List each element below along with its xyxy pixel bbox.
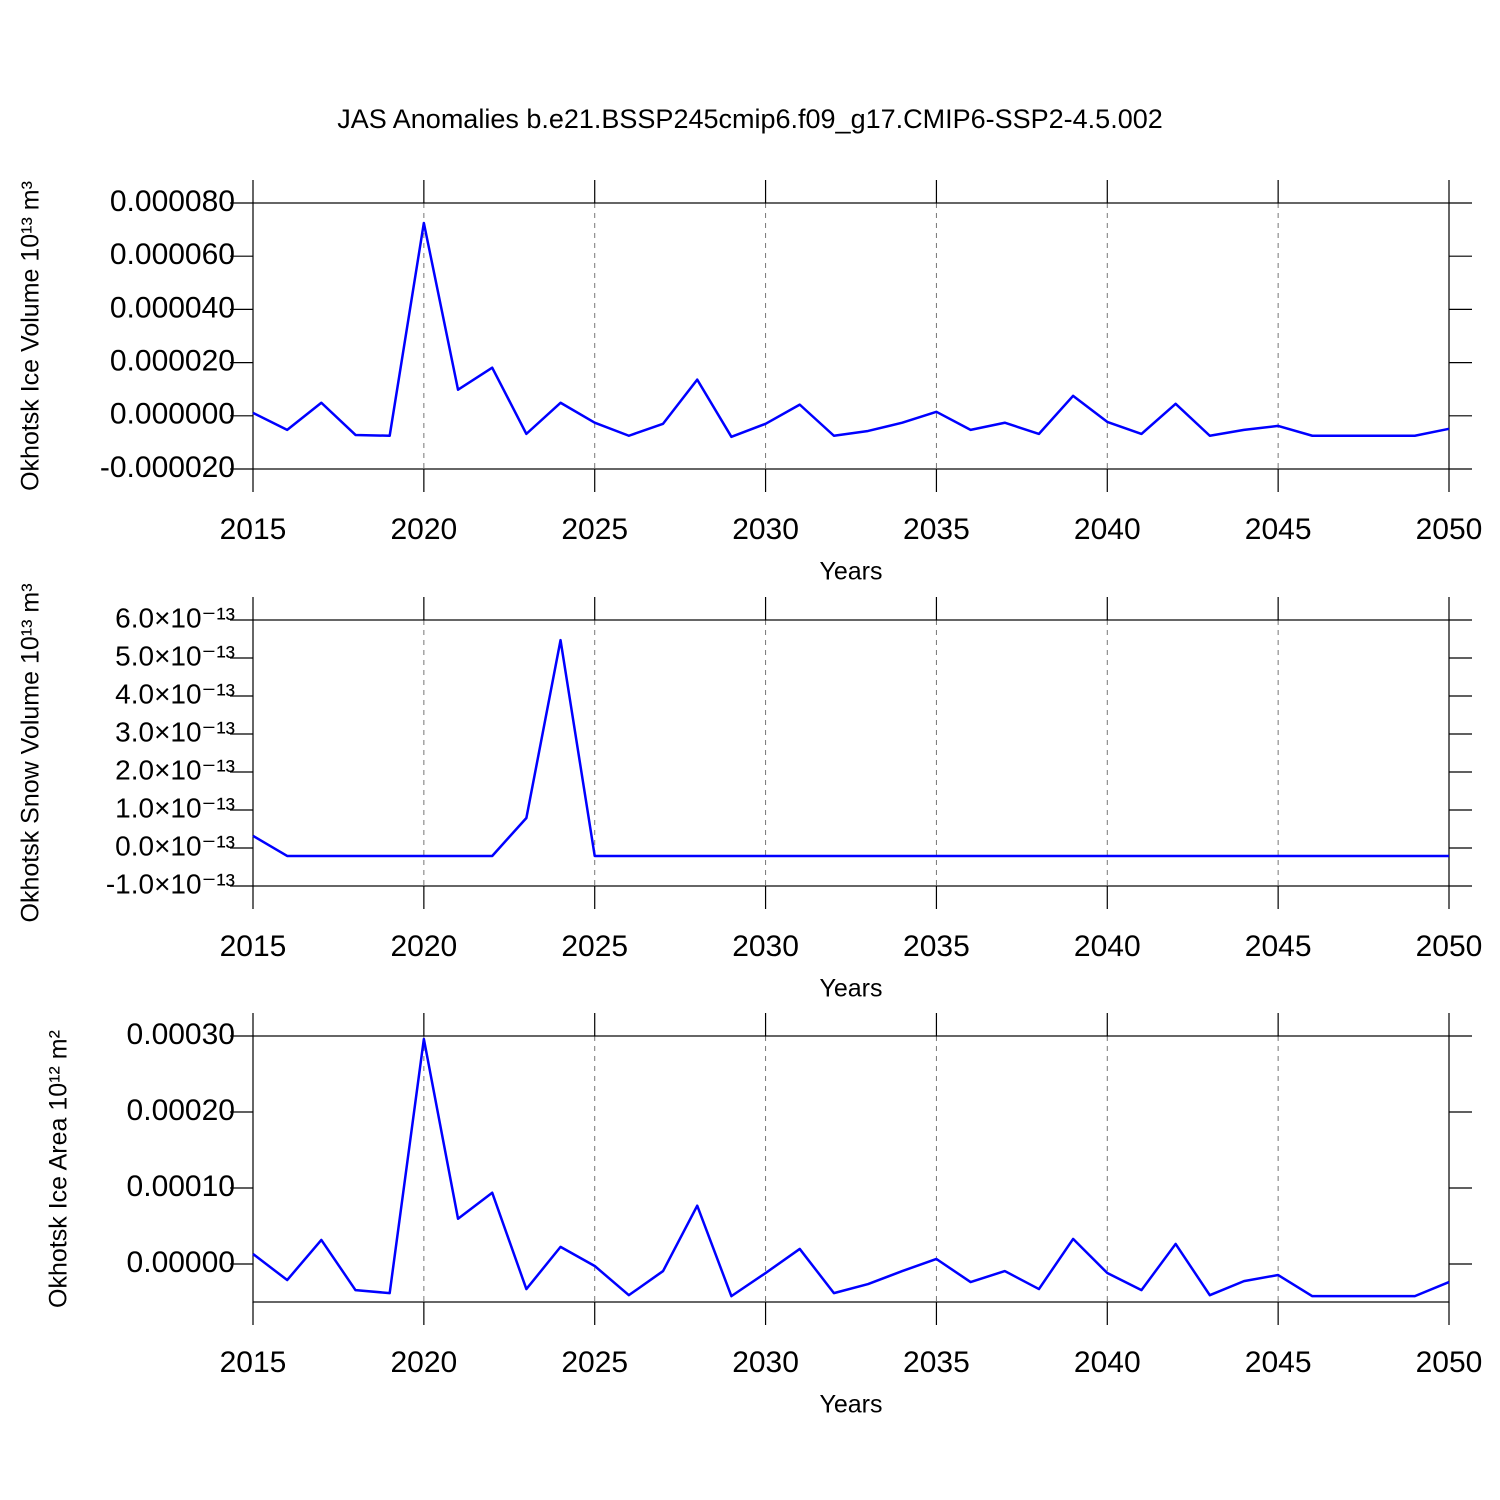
x-tick-label: 2035 [903, 1346, 970, 1379]
data-line [252, 1037, 1450, 1298]
x-tick-label: 2025 [561, 930, 628, 963]
y-tick-label: 3.0×10⁻¹³ [115, 716, 235, 747]
y-tick-label: 0.000040 [110, 291, 235, 324]
x-tick-label: 2025 [561, 1346, 628, 1379]
plot-frame [252, 1035, 1450, 1303]
x-tick-label: 2045 [1245, 930, 1312, 963]
x-tick-label: 2040 [1074, 513, 1141, 546]
plot-frame [252, 619, 1450, 887]
x-tick-label: 2050 [1416, 930, 1483, 963]
y-tick-label: 0.000020 [110, 345, 235, 378]
y-tick-label: 4.0×10⁻¹³ [115, 678, 235, 709]
y-tick-label: 0.000080 [110, 185, 235, 218]
y-tick-label: 0.00010 [127, 1170, 235, 1203]
y-tick-label: 0.00030 [127, 1018, 235, 1051]
y-tick-label: 1.0×10⁻¹³ [115, 792, 235, 823]
x-axis-title: Years [819, 975, 882, 1003]
data-line [252, 638, 1449, 858]
x-tick-label: 2030 [732, 513, 799, 546]
x-tick-label: 2045 [1245, 513, 1312, 546]
y-axis-title: Okhotsk Ice Volume 10¹³ m³ [17, 181, 45, 491]
x-tick-label: 2035 [903, 930, 970, 963]
x-tick-label: 2030 [732, 1346, 799, 1379]
x-tick-label: 2015 [220, 930, 287, 963]
y-tick-label: -0.000020 [100, 451, 235, 484]
x-tick-label: 2020 [390, 930, 457, 963]
x-tick-label: 2045 [1245, 1346, 1312, 1379]
y-tick-label: 0.000000 [110, 398, 235, 431]
x-tick-label: 2030 [732, 930, 799, 963]
y-axis-title: Okhotsk Snow Volume 10¹³ m³ [17, 583, 45, 922]
y-axis-title: Okhotsk Ice Area 10¹² m² [45, 1030, 73, 1308]
y-tick-label: 0.0×10⁻¹³ [115, 830, 235, 861]
y-tick-label: 5.0×10⁻¹³ [115, 640, 235, 671]
y-tick-label: 2.0×10⁻¹³ [115, 754, 235, 785]
y-tick-label: 0.00000 [127, 1246, 235, 1279]
y-tick-label: 0.000060 [110, 238, 235, 271]
x-tick-label: 2040 [1074, 930, 1141, 963]
x-tick-label: 2020 [390, 513, 457, 546]
figure-title: JAS Anomalies b.e21.BSSP245cmip6.f09_g17… [337, 104, 1163, 134]
y-tick-label: 6.0×10⁻¹³ [115, 602, 235, 633]
x-axis-title: Years [819, 558, 882, 586]
x-tick-label: 2015 [220, 1346, 287, 1379]
x-tick-label: 2040 [1074, 1346, 1141, 1379]
x-tick-label: 2035 [903, 513, 970, 546]
x-axis-title: Years [819, 1391, 882, 1419]
y-tick-label: 0.00020 [127, 1094, 235, 1127]
x-tick-label: 2025 [561, 513, 628, 546]
x-tick-label: 2050 [1416, 1346, 1483, 1379]
data-line [252, 221, 1450, 439]
x-tick-label: 2020 [390, 1346, 457, 1379]
x-tick-label: 2050 [1416, 513, 1483, 546]
plot-frame [252, 202, 1450, 470]
y-tick-label: -1.0×10⁻¹³ [106, 868, 235, 899]
x-tick-label: 2015 [220, 513, 287, 546]
